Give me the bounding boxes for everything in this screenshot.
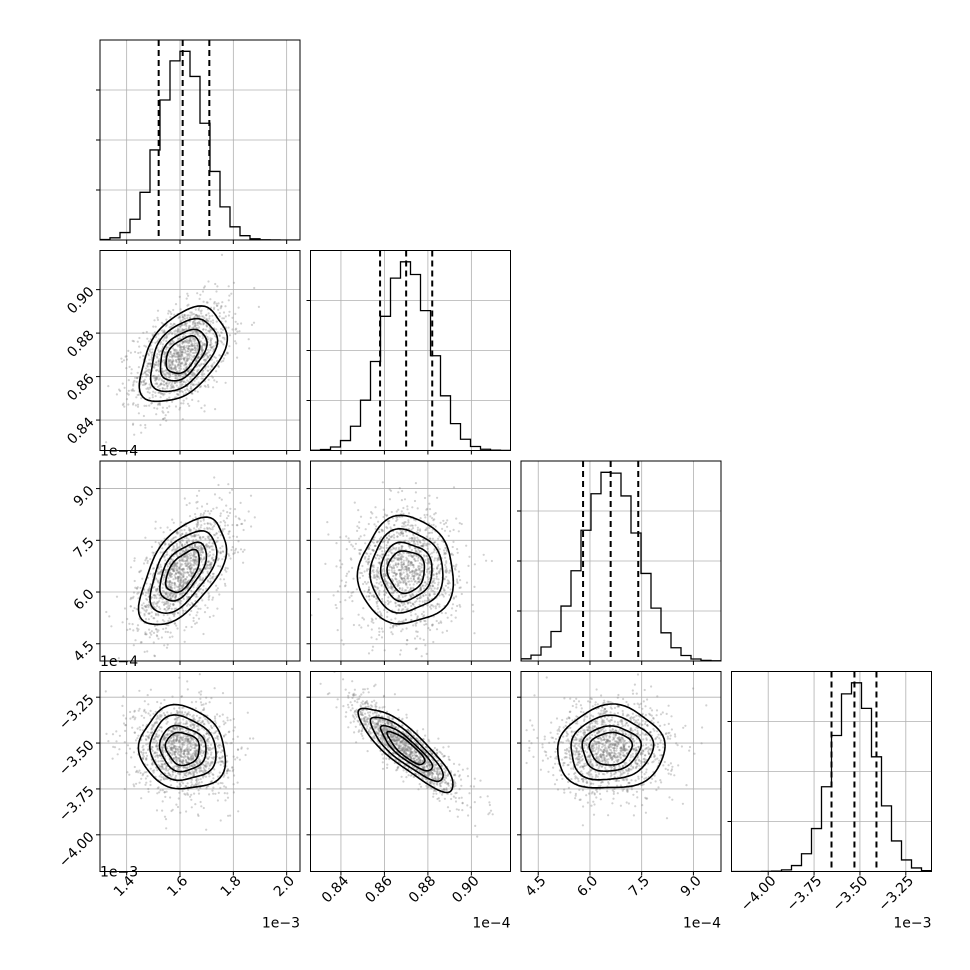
scatter-panel-2-1 bbox=[306, 460, 511, 665]
x-offset-label: 1e−3 bbox=[893, 916, 931, 932]
grid-lines bbox=[100, 250, 300, 451]
x-tick-label: 9.0 bbox=[678, 873, 705, 900]
y-tick-label: 6.0 bbox=[71, 586, 98, 613]
contour-3-1-2 bbox=[369, 716, 445, 783]
contour-3-2-0 bbox=[588, 731, 634, 766]
contour-3-0-0 bbox=[164, 731, 200, 767]
hist-panel-1 bbox=[306, 250, 511, 455]
grid-lines bbox=[100, 671, 300, 872]
contour-1-0-2 bbox=[149, 317, 219, 393]
contour-2-0-2 bbox=[149, 529, 218, 615]
scatter-panel-3-2: 4.5 6.0 7.5 9.0 1e−4 bbox=[517, 671, 722, 932]
x-tick-label: 2.0 bbox=[271, 873, 298, 900]
contour-3-0-1 bbox=[158, 724, 207, 773]
contour-2-1-2 bbox=[369, 527, 444, 614]
scatter-panel-2-0: 4.5 6.0 7.5 9.0 1e−4 bbox=[71, 460, 301, 670]
y-offset-label: 1e−3 bbox=[100, 865, 138, 881]
panel-frame bbox=[520, 460, 722, 662]
x-tick-label: −4.00 bbox=[738, 873, 780, 915]
grid-lines bbox=[100, 40, 300, 240]
histogram-2 bbox=[521, 471, 721, 661]
x-offset-label: 1e−4 bbox=[683, 916, 721, 932]
x-tick-label: 7.5 bbox=[626, 873, 653, 900]
y-tick-label: −3.50 bbox=[56, 737, 98, 779]
contour-2-0-0 bbox=[164, 548, 201, 594]
contour-1-0-0 bbox=[165, 334, 201, 375]
contour-1-0-3 bbox=[138, 305, 229, 403]
grid-lines bbox=[521, 671, 721, 872]
panel-frame bbox=[310, 460, 511, 662]
contour-2-0-1 bbox=[159, 541, 208, 602]
histogram-1 bbox=[310, 261, 511, 451]
contour-3-1-3 bbox=[357, 707, 454, 794]
contour-2-0-3 bbox=[137, 516, 228, 626]
y-offset-label: 1e−4 bbox=[100, 444, 138, 460]
x-tick-label: 0.84 bbox=[319, 873, 352, 906]
x-tick-label: 1.6 bbox=[164, 873, 191, 900]
contour-3-0-2 bbox=[149, 714, 217, 782]
contour-3-2-3 bbox=[556, 703, 666, 789]
grid-lines bbox=[100, 461, 300, 661]
hist-panel-2 bbox=[517, 460, 722, 665]
grid-lines bbox=[521, 461, 721, 661]
x-tick-label: 1.8 bbox=[218, 873, 245, 900]
y-tick-label: −3.25 bbox=[56, 692, 98, 734]
contour-3-1-1 bbox=[379, 724, 434, 772]
contour-3-2-2 bbox=[570, 714, 655, 781]
scatter-panel-3-1: 0.84 0.86 0.88 0.90 1e−4 bbox=[306, 671, 511, 932]
y-tick-label: 0.88 bbox=[64, 327, 97, 360]
panel-frame bbox=[99, 250, 301, 451]
y-tick-label: 9.0 bbox=[71, 483, 98, 510]
contour-1-0-1 bbox=[159, 328, 208, 382]
x-tick-label: −3.75 bbox=[784, 873, 826, 915]
y-tick-label: 0.86 bbox=[64, 371, 97, 404]
contour-2-1-0 bbox=[386, 550, 426, 595]
panel-frame bbox=[310, 671, 511, 872]
panel-frame bbox=[731, 671, 932, 872]
y-tick-label: −3.75 bbox=[56, 783, 98, 825]
panel-frame bbox=[99, 460, 301, 662]
y-tick-label: −4.00 bbox=[56, 829, 98, 871]
x-tick-label: 4.5 bbox=[522, 873, 549, 900]
panel-frame bbox=[520, 671, 722, 872]
x-tick-label: 6.0 bbox=[574, 873, 601, 900]
y-tick-label: 4.5 bbox=[71, 638, 98, 665]
panel-frame bbox=[99, 671, 301, 872]
y-offset-label: 1e−4 bbox=[100, 654, 138, 670]
contour-2-1-3 bbox=[356, 514, 455, 625]
x-offset-label: 1e−4 bbox=[472, 916, 510, 932]
x-tick-label: −3.25 bbox=[875, 873, 917, 915]
contour-3-1-0 bbox=[386, 730, 426, 766]
grid-lines bbox=[310, 250, 511, 451]
panel-frame bbox=[99, 39, 301, 241]
x-tick-label: 0.88 bbox=[406, 873, 439, 906]
contour-3-2-1 bbox=[581, 725, 643, 773]
y-tick-label: 0.84 bbox=[64, 414, 97, 447]
y-tick-label: 7.5 bbox=[71, 535, 98, 562]
histogram-0 bbox=[100, 50, 300, 240]
x-tick-label: 0.86 bbox=[362, 873, 395, 906]
contour-2-1-1 bbox=[379, 541, 433, 603]
x-offset-label: 1e−3 bbox=[262, 916, 300, 932]
contour-3-0-3 bbox=[137, 703, 227, 790]
x-tick-label: 0.90 bbox=[449, 873, 482, 906]
panel-frame bbox=[310, 250, 511, 451]
scatter-panel-1-0: 0.84 0.86 0.88 0.90 1e−4 bbox=[64, 250, 301, 460]
hist-panel-0 bbox=[96, 39, 301, 244]
x-tick-label: −3.50 bbox=[830, 873, 872, 915]
y-tick-label: 0.90 bbox=[64, 284, 97, 317]
